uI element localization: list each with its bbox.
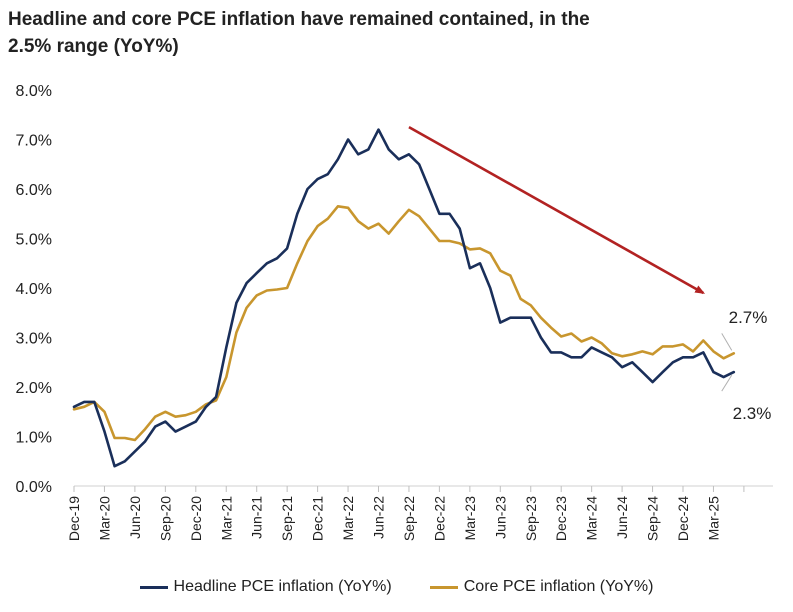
x-tick-label: Mar-20 bbox=[96, 496, 112, 541]
x-tick-label: Sep-22 bbox=[401, 496, 417, 541]
chart-title: Headline and core PCE inflation have rem… bbox=[8, 9, 590, 57]
legend-item-core: Core PCE inflation (YoY%) bbox=[429, 578, 654, 596]
x-tick-label: Jun-20 bbox=[127, 496, 143, 539]
x-tick-label: Dec-24 bbox=[675, 496, 691, 541]
x-tick-label: Mar-23 bbox=[462, 496, 478, 541]
series-lines bbox=[72, 128, 736, 468]
trend-arrow bbox=[408, 125, 706, 295]
legend-label-headline: Headline PCE inflation (YoY%) bbox=[173, 578, 392, 595]
y-tick-label: 3.0% bbox=[16, 331, 52, 348]
headline-latest-label: 2.3% bbox=[733, 404, 772, 423]
x-tick-label: Dec-23 bbox=[553, 496, 569, 541]
y-axis: 0.0% 1.0% 2.0% 3.0% 4.0% 5.0% 6.0% 7.0% 8.0% bbox=[16, 83, 52, 496]
y-tick-label: 0.0% bbox=[16, 479, 52, 496]
headline-pce-line bbox=[72, 128, 736, 468]
x-tick-label: Sep-23 bbox=[523, 496, 539, 541]
x-axis: Dec-19 Mar-20 Jun-20 Sep-20 Dec-20 Mar-21 Jun-… bbox=[66, 485, 773, 541]
y-tick-label: 5.0% bbox=[16, 232, 52, 249]
legend-swatch-core bbox=[429, 585, 458, 589]
x-tick-label: Dec-21 bbox=[310, 496, 326, 541]
x-tick-label: Jun-23 bbox=[492, 496, 508, 539]
x-tick-label: Dec-22 bbox=[431, 496, 447, 541]
x-tick-label: Mar-21 bbox=[218, 496, 234, 541]
y-tick-label: 6.0% bbox=[16, 182, 52, 199]
headline-label-leader bbox=[721, 374, 733, 392]
annotations: 2.7% 2.3% bbox=[408, 125, 772, 423]
x-tick-label: Sep-20 bbox=[157, 496, 173, 541]
legend-label-core: Core PCE inflation (YoY%) bbox=[463, 578, 654, 595]
y-tick-label: 4.0% bbox=[16, 281, 52, 298]
legend: Headline PCE inflation (YoY%) Core PCE i… bbox=[0, 574, 793, 600]
y-tick-label: 7.0% bbox=[16, 133, 52, 150]
x-tick-label: Jun-24 bbox=[614, 496, 630, 539]
x-tick-label: Jun-22 bbox=[371, 496, 387, 539]
y-tick-label: 1.0% bbox=[16, 430, 52, 447]
x-tick-label: Mar-24 bbox=[584, 496, 600, 541]
x-tick-label: Sep-21 bbox=[279, 496, 295, 541]
y-tick-label: 8.0% bbox=[16, 83, 52, 100]
x-tick-label: Jun-21 bbox=[249, 496, 265, 539]
core-latest-label: 2.7% bbox=[729, 308, 768, 327]
x-tick-label: Mar-22 bbox=[340, 496, 356, 541]
core-pce-line bbox=[72, 205, 736, 442]
y-tick-label: 2.0% bbox=[16, 380, 52, 397]
core-label-leader bbox=[721, 333, 733, 351]
legend-item-headline: Headline PCE inflation (YoY%) bbox=[139, 578, 392, 596]
x-tick-label: Mar-25 bbox=[705, 496, 721, 541]
x-tick-label: Sep-24 bbox=[645, 496, 661, 541]
legend-swatch-headline bbox=[139, 585, 168, 589]
x-tick-label: Dec-19 bbox=[66, 496, 82, 541]
x-tick-label: Dec-20 bbox=[188, 496, 204, 541]
